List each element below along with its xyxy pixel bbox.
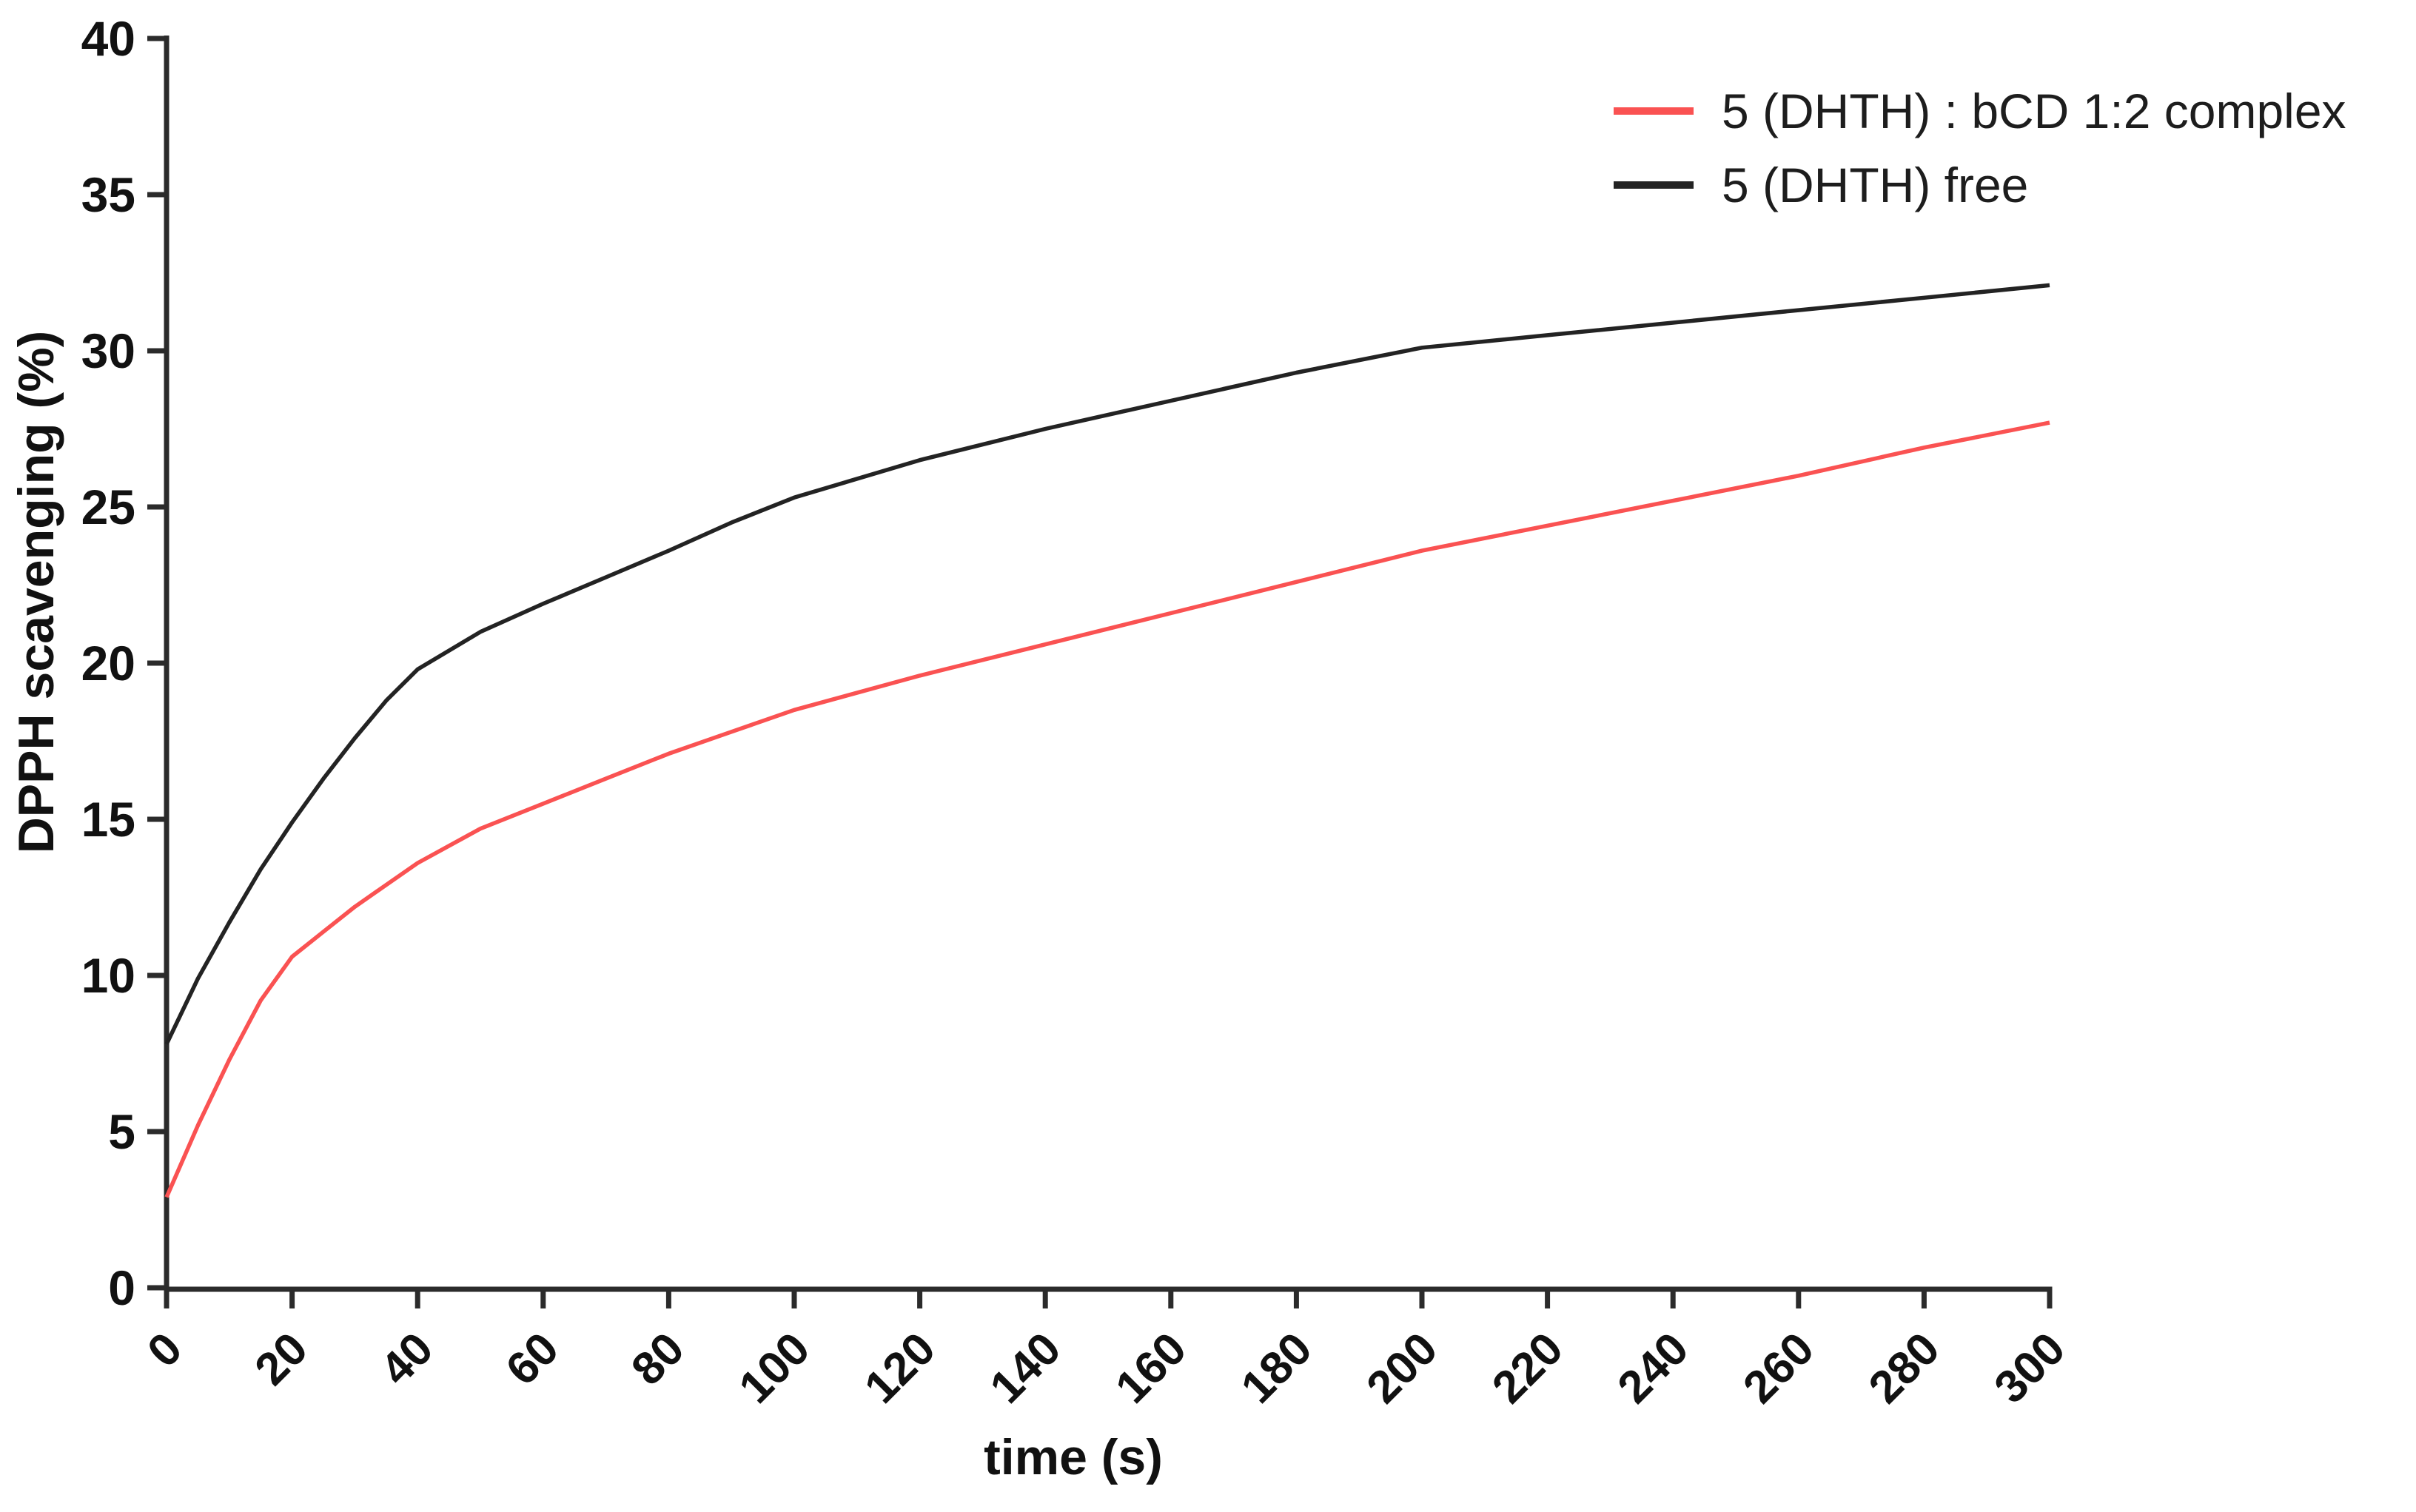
y-tick-label: 35 [81,167,135,222]
y-tick-label: 10 [81,948,135,1003]
y-axis-label: DPPH scavenging (%) [8,331,64,854]
y-tick-label: 30 [81,323,135,378]
y-tick-label: 15 [81,792,135,847]
y-tick-label: 0 [108,1260,135,1315]
x-tick-label: 200 [1357,1323,1447,1414]
x-tick-label: 100 [729,1323,819,1414]
y-tick-label: 5 [108,1104,135,1159]
x-tick-label: 20 [245,1323,318,1396]
x-tick-label: 240 [1608,1323,1699,1414]
x-axis-label: time (s) [984,1429,1163,1485]
x-tick-label: 140 [981,1323,1071,1414]
x-tick-label: 180 [1232,1323,1322,1414]
x-tick-label: 220 [1483,1323,1573,1414]
x-tick-label: 120 [855,1323,945,1414]
x-tick-label: 40 [371,1323,443,1396]
series-line-free [164,283,2050,1045]
x-tick-label: 300 [1984,1323,2075,1414]
y-tick-label: 20 [81,636,135,691]
x-tick-label: 0 [138,1323,192,1377]
series-line-complex [164,420,2050,1198]
x-tick-label: 60 [497,1323,569,1396]
x-tick-label: 160 [1106,1323,1196,1414]
x-tick-label: 80 [622,1323,694,1396]
legend-label-complex: 5 (DHTH) : bCD 1:2 complex [1722,84,2346,138]
y-tick-label: 25 [81,480,135,534]
x-tick-label: 260 [1734,1323,1824,1414]
legend-label-free: 5 (DHTH) free [1722,158,2028,212]
y-tick-label: 40 [81,11,135,66]
x-tick-label: 280 [1859,1323,1950,1414]
